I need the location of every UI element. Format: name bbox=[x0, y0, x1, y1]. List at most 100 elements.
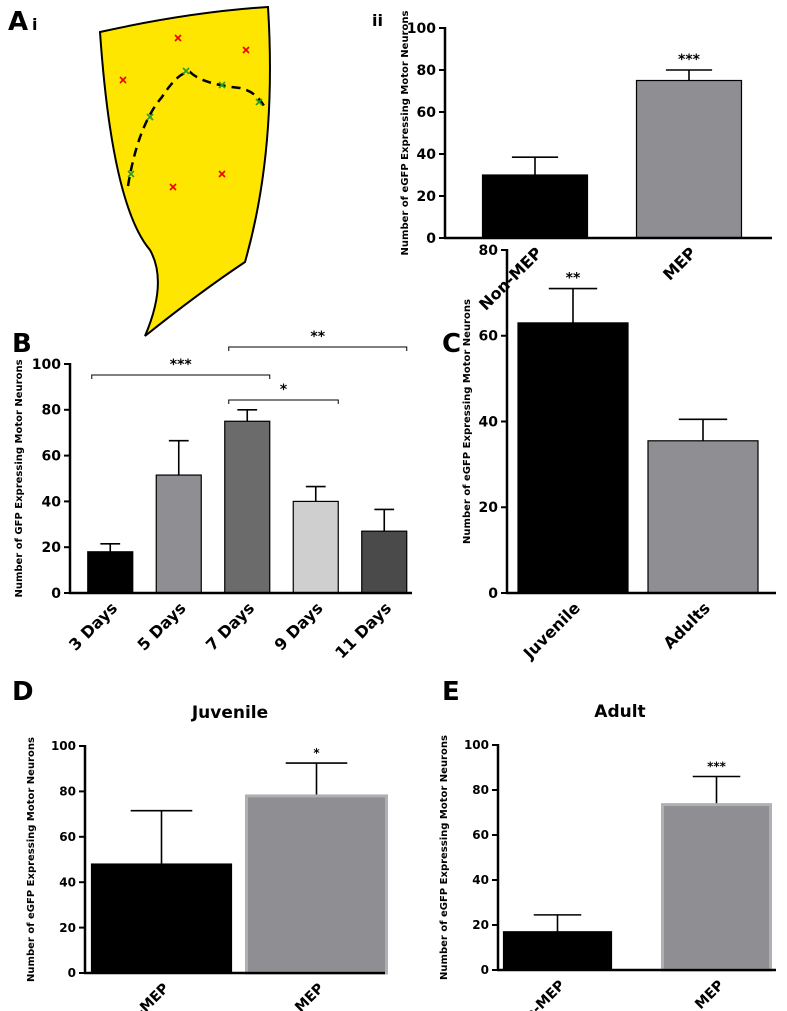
bar bbox=[661, 803, 772, 972]
x-tick-label: 3 Days bbox=[65, 598, 121, 654]
panel-label: B bbox=[12, 329, 32, 359]
y-axis-label: Number of eGFP Expressing Motor Neurons bbox=[439, 735, 450, 980]
y-tick-label: 0 bbox=[51, 586, 61, 602]
subpanel-label: i bbox=[32, 15, 37, 34]
y-tick-label: 60 bbox=[479, 329, 499, 345]
bar-chart: D Juvenile Number of eGFP Expressing Motor… bbox=[12, 677, 388, 1011]
y-tick-label: 40 bbox=[417, 147, 437, 163]
bar bbox=[481, 174, 589, 239]
significance-label: * bbox=[280, 382, 288, 398]
y-tick-label: 80 bbox=[59, 785, 76, 799]
error-bar bbox=[678, 418, 728, 441]
nerve-path bbox=[126, 70, 268, 187]
panel-label: D bbox=[12, 677, 34, 707]
y-tick-label: 100 bbox=[32, 357, 61, 373]
significance-bracket bbox=[228, 346, 408, 351]
x-tick-label: 7 Days bbox=[202, 598, 258, 654]
bar-chart: E Adult Number of eGFP Expressing Motor Ne… bbox=[439, 677, 776, 1011]
significance-label: *** bbox=[678, 52, 701, 68]
y-tick-label: 40 bbox=[479, 414, 499, 430]
y-tick-label: 0 bbox=[481, 963, 489, 977]
muscle-outline bbox=[98, 5, 271, 337]
y-axis-label: Number of eGFP Expressing Motor Neurons bbox=[462, 299, 473, 544]
significance-label: ** bbox=[566, 271, 581, 287]
y-tick-label: 20 bbox=[417, 189, 437, 205]
y-tick-label: 0 bbox=[488, 586, 498, 602]
error-bar bbox=[237, 409, 258, 422]
y-axis-label: Number of eGFP Expressing Motor Neurons bbox=[400, 11, 411, 256]
y-tick-label: 80 bbox=[417, 63, 437, 79]
panel-label: A bbox=[8, 7, 28, 37]
error-bar bbox=[692, 775, 741, 805]
x-tick-label: 11 Days bbox=[331, 598, 395, 662]
significance-bracket bbox=[91, 374, 271, 379]
green-markers bbox=[127, 67, 263, 178]
x-tick-label: MEP bbox=[659, 243, 700, 284]
error-bar bbox=[168, 439, 189, 476]
bar bbox=[245, 794, 388, 975]
y-tick-label: 60 bbox=[59, 830, 76, 844]
y-tick-label: 0 bbox=[68, 966, 76, 980]
y-tick-label: 80 bbox=[42, 403, 62, 419]
significance-label: *** bbox=[707, 760, 727, 774]
x-tick-label: 5 Days bbox=[134, 598, 190, 654]
x-tick-label: Juvenile bbox=[519, 598, 584, 663]
y-tick-label: 60 bbox=[42, 449, 62, 465]
y-tick-label: 20 bbox=[42, 540, 62, 556]
y-tick-label: 20 bbox=[479, 500, 499, 516]
bar-chart: ii Number of eGFP Expressing Motor Neuron… bbox=[372, 11, 772, 314]
panel-label: ii bbox=[372, 11, 383, 30]
error-bar bbox=[130, 809, 193, 865]
y-tick-label: 0 bbox=[426, 231, 436, 247]
y-tick-label: 20 bbox=[472, 918, 489, 932]
x-tick-label: Non-MEP bbox=[507, 978, 568, 1011]
significance-label: * bbox=[313, 746, 320, 760]
y-tick-label: 100 bbox=[464, 738, 489, 752]
error-bar bbox=[285, 762, 348, 796]
bar bbox=[292, 500, 339, 594]
bar bbox=[90, 863, 233, 974]
x-tick-label: Non-MEP bbox=[111, 981, 172, 1011]
x-tick-label: MEP bbox=[292, 981, 327, 1011]
y-tick-label: 100 bbox=[51, 739, 76, 753]
y-tick-label: 60 bbox=[417, 105, 437, 121]
y-tick-label: 40 bbox=[42, 494, 62, 510]
bar bbox=[224, 420, 271, 594]
error-bar bbox=[305, 485, 326, 502]
y-axis-label: Number of GFP Expressing Motor Neurons bbox=[14, 359, 25, 597]
error-bar bbox=[511, 156, 559, 175]
bar bbox=[361, 530, 408, 594]
y-tick-label: 40 bbox=[472, 873, 489, 887]
diagram: A i bbox=[8, 5, 271, 337]
red-markers bbox=[119, 34, 250, 191]
bar bbox=[502, 931, 613, 971]
y-tick-label: 100 bbox=[407, 21, 436, 37]
y-axis-label: Number of eGFP Expressing Motor Neurons bbox=[26, 737, 37, 982]
error-bar bbox=[548, 287, 598, 323]
bar bbox=[517, 322, 629, 594]
bar bbox=[635, 79, 743, 239]
y-tick-label: 60 bbox=[472, 828, 489, 842]
error-bar bbox=[100, 542, 121, 552]
chart-title: Adult bbox=[594, 702, 645, 722]
x-tick-label: MEP bbox=[692, 978, 727, 1011]
bar bbox=[87, 551, 134, 594]
y-tick-label: 80 bbox=[472, 783, 489, 797]
chart-title: Juvenile bbox=[191, 703, 268, 723]
bar bbox=[647, 440, 759, 594]
panel-label: C bbox=[442, 329, 461, 359]
significance-label: ** bbox=[310, 329, 325, 345]
x-tick-label: 9 Days bbox=[271, 598, 327, 654]
x-tick-label: Adults bbox=[659, 598, 713, 652]
y-tick-label: 20 bbox=[59, 921, 76, 935]
y-tick-label: 40 bbox=[59, 875, 76, 889]
y-tick-label: 80 bbox=[479, 243, 499, 259]
error-bar bbox=[374, 508, 395, 532]
significance-bracket bbox=[228, 399, 339, 404]
bar bbox=[155, 474, 202, 594]
significance-label: *** bbox=[170, 357, 193, 373]
error-bar bbox=[665, 69, 713, 81]
panel-label: E bbox=[442, 677, 460, 707]
